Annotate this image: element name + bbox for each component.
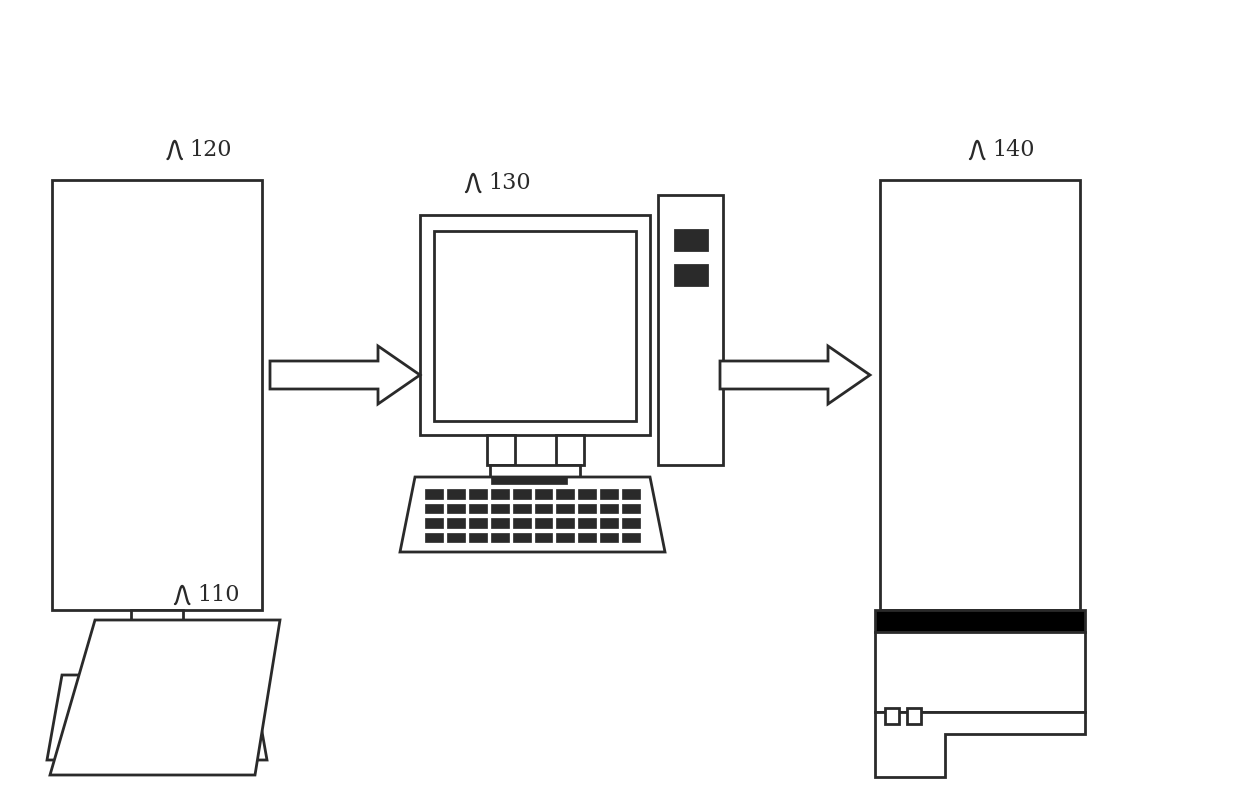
Bar [446, 518, 465, 527]
Bar [675, 265, 707, 285]
Bar [557, 503, 574, 513]
Polygon shape [50, 620, 280, 775]
Bar [600, 518, 618, 527]
Polygon shape [875, 712, 1085, 777]
Bar [469, 518, 486, 527]
Bar [622, 532, 640, 542]
Bar [578, 503, 596, 513]
Bar [491, 503, 508, 513]
Polygon shape [720, 346, 870, 404]
Bar [469, 532, 486, 542]
Polygon shape [47, 675, 267, 760]
Bar [420, 215, 650, 435]
Bar [446, 532, 465, 542]
Bar [556, 435, 584, 465]
Bar [425, 503, 443, 513]
Bar [469, 489, 486, 498]
Bar [512, 503, 531, 513]
Text: 110: 110 [197, 584, 239, 606]
Bar [534, 518, 552, 527]
Bar [578, 532, 596, 542]
Bar [658, 195, 723, 465]
Polygon shape [401, 477, 665, 552]
Bar [512, 518, 531, 527]
Bar [446, 503, 465, 513]
Bar [486, 435, 515, 465]
Bar [446, 489, 465, 498]
Text: 140: 140 [992, 139, 1034, 161]
Bar [425, 518, 443, 527]
Bar [534, 489, 552, 498]
Bar [491, 532, 508, 542]
Bar [578, 518, 596, 527]
Bar [491, 518, 508, 527]
Bar [600, 503, 618, 513]
Bar [885, 708, 899, 724]
Bar [512, 489, 531, 498]
Bar [622, 489, 640, 498]
Bar [875, 632, 1085, 712]
Bar [131, 610, 184, 675]
Text: 130: 130 [489, 172, 531, 194]
Bar [906, 708, 921, 724]
Bar [600, 532, 618, 542]
Bar [534, 503, 552, 513]
Polygon shape [875, 610, 1085, 632]
Bar [622, 503, 640, 513]
Bar [491, 489, 508, 498]
Bar [578, 489, 596, 498]
Bar [491, 476, 568, 484]
Bar [600, 489, 618, 498]
Bar [434, 231, 636, 421]
Bar [557, 532, 574, 542]
Bar [490, 465, 580, 477]
Bar [469, 503, 486, 513]
Polygon shape [270, 346, 420, 404]
Bar [425, 489, 443, 498]
Bar [675, 230, 707, 250]
Bar [557, 489, 574, 498]
Bar [425, 532, 443, 542]
Bar [557, 518, 574, 527]
Bar [622, 518, 640, 527]
Bar [52, 180, 262, 610]
Bar [512, 532, 531, 542]
Bar [880, 180, 1080, 610]
Text: 120: 120 [190, 139, 232, 161]
Bar [534, 532, 552, 542]
